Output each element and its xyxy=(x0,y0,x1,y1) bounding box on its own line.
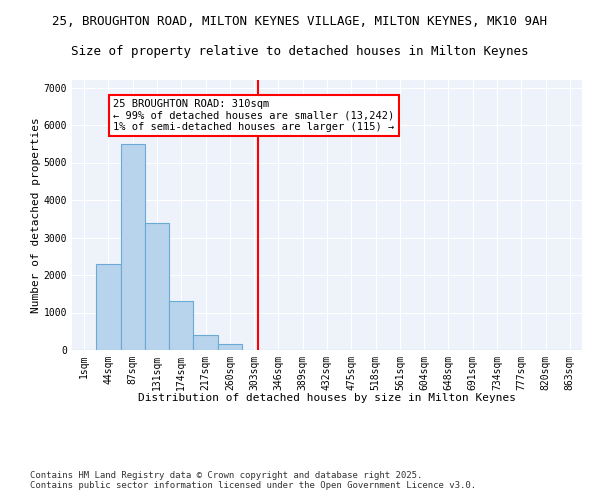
Y-axis label: Number of detached properties: Number of detached properties xyxy=(31,117,41,313)
Text: 25, BROUGHTON ROAD, MILTON KEYNES VILLAGE, MILTON KEYNES, MK10 9AH: 25, BROUGHTON ROAD, MILTON KEYNES VILLAG… xyxy=(53,15,548,28)
Text: 25 BROUGHTON ROAD: 310sqm
← 99% of detached houses are smaller (13,242)
1% of se: 25 BROUGHTON ROAD: 310sqm ← 99% of detac… xyxy=(113,99,395,132)
Text: Contains HM Land Registry data © Crown copyright and database right 2025.
Contai: Contains HM Land Registry data © Crown c… xyxy=(30,470,476,490)
Bar xyxy=(218,344,242,350)
X-axis label: Distribution of detached houses by size in Milton Keynes: Distribution of detached houses by size … xyxy=(138,393,516,403)
Bar xyxy=(145,222,169,350)
Text: Size of property relative to detached houses in Milton Keynes: Size of property relative to detached ho… xyxy=(71,45,529,58)
Bar xyxy=(121,144,145,350)
Bar xyxy=(96,264,121,350)
Bar xyxy=(169,301,193,350)
Bar xyxy=(193,335,218,350)
